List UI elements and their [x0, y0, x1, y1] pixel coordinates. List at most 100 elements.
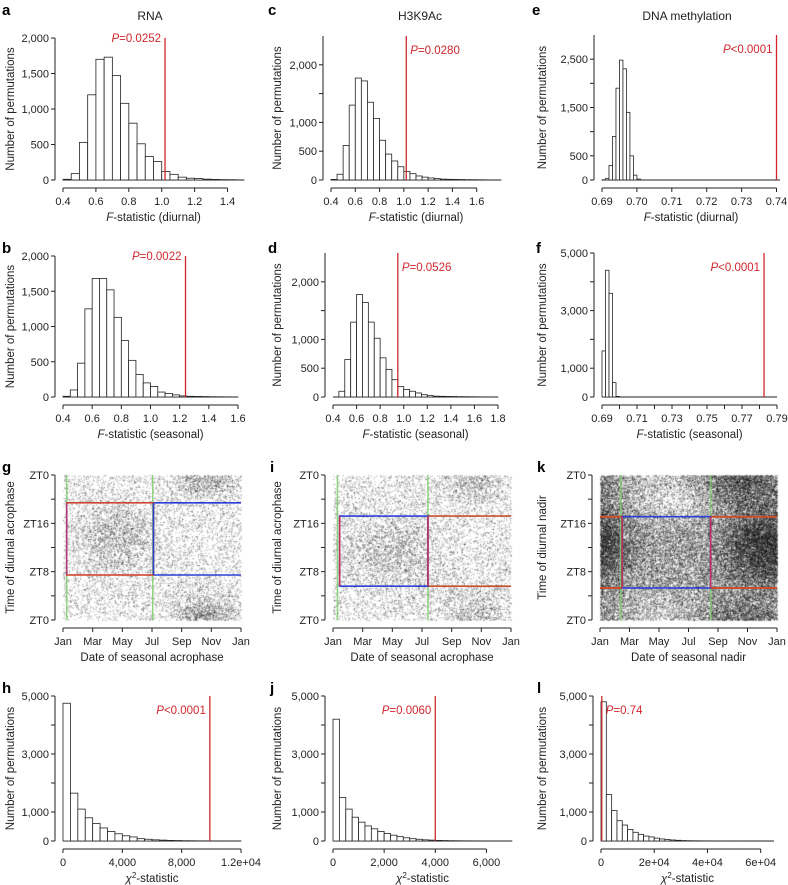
- histogram-bar: [351, 816, 359, 842]
- histogram-bar: [397, 386, 405, 398]
- y-tick-label: 500: [301, 363, 319, 375]
- histogram-bar: [379, 357, 387, 398]
- histogram-bar: [622, 68, 627, 181]
- panel-i: i ZT0 ZT8 ZT16 ZT0 Jan Mar May Jul Sep Nov Jan Date …: [270, 459, 520, 664]
- y-axis-label: Time of diurnal acrophase: [5, 481, 17, 614]
- y-tick-label: 500: [31, 140, 49, 152]
- x-tick-label: Jul: [415, 636, 429, 648]
- histogram-bar: [103, 56, 113, 181]
- histogram-bar: [390, 834, 398, 842]
- x-axis-label: Date of seasonal acrophase: [80, 652, 223, 664]
- histogram-bar: [415, 392, 422, 398]
- histogram-bar: [626, 111, 631, 181]
- histogram-bar: [144, 156, 154, 181]
- panel-letter: l: [537, 680, 541, 697]
- y-tick-label: 500: [31, 357, 49, 369]
- column-title: H3K9Ac: [398, 9, 442, 23]
- x-tick-label: 1.4: [443, 413, 458, 425]
- x-tick-label: 6,000: [473, 857, 501, 869]
- histogram-bar: [601, 350, 606, 398]
- x-label-symbol: χ: [660, 873, 668, 885]
- p-value: =0.0280: [418, 45, 460, 57]
- histogram-bar: [84, 308, 93, 398]
- x-tick-label: 0.77: [731, 413, 752, 425]
- panel-letter: g: [2, 459, 11, 476]
- column-title: DNA methylation: [642, 9, 731, 23]
- p-value: =0.74: [613, 705, 643, 717]
- x-tick-label: 4e+04: [692, 857, 723, 869]
- histogram-bar: [439, 178, 447, 181]
- x-label-text: -statistic (diurnal): [376, 212, 464, 224]
- p-symbol: P: [382, 705, 390, 717]
- panel-c: c H3K9Ac P=0.0280 0 500 1,000 2,000 0.4 0.6 0.8 1.…: [268, 2, 502, 224]
- panel-letter: c: [268, 2, 276, 19]
- x-tick-label: 0.4: [55, 196, 70, 208]
- histogram-bar: [99, 827, 108, 842]
- panel-letter: d: [268, 240, 277, 257]
- y-axis-label: Number of permutations: [5, 47, 17, 171]
- x-label-text: -statistic (diurnal): [651, 212, 739, 224]
- histogram-bar: [385, 153, 393, 181]
- histogram-bar: [432, 395, 440, 398]
- histogram-bar: [621, 824, 629, 842]
- histogram-bar: [193, 396, 202, 398]
- y-tick-label: ZT8: [566, 567, 586, 579]
- y-tick-label: 2,000: [289, 60, 317, 72]
- x-tick-label: 0: [60, 857, 66, 869]
- panel-letter: h: [2, 680, 11, 697]
- histogram-bar: [350, 321, 357, 398]
- panel-b: b P=0.0022 0 500 1,000 1,500 2,000 0.4 0.6 0.8 1.0…: [2, 240, 246, 441]
- y-tick-label: 1,000: [21, 322, 49, 334]
- y-tick-label: 3,000: [559, 749, 587, 761]
- histogram-bar: [659, 838, 666, 842]
- x-tick-label: 0.69: [591, 196, 612, 208]
- y-tick-label: 2,000: [21, 251, 49, 263]
- x-tick-label: Sep: [442, 636, 462, 648]
- x-tick-label: May: [112, 636, 133, 648]
- p-value-label: P=0.0252: [111, 33, 161, 45]
- p-symbol: P: [111, 33, 119, 45]
- histogram-bar: [445, 178, 453, 181]
- x-tick-label: 1.0: [396, 196, 411, 208]
- quadrant-box: [65, 501, 155, 576]
- x-tick-label: Sep: [172, 636, 192, 648]
- y-tick-label: 0: [43, 836, 49, 848]
- histogram-bar: [151, 839, 160, 842]
- y-axis-label: Number of permutations: [272, 46, 284, 170]
- histogram-bar: [169, 173, 179, 181]
- x-axis-label: F-statistic (seasonal): [362, 429, 468, 441]
- histogram-bar: [210, 179, 220, 181]
- quadrant-box: [338, 515, 429, 587]
- x-tick-label: 0.71: [626, 413, 647, 425]
- histogram-bar: [142, 382, 151, 398]
- histogram-bar: [99, 278, 108, 398]
- histogram-bar: [373, 337, 381, 398]
- x-tick-label: 0.4: [323, 196, 338, 208]
- x-tick-label: Jan: [324, 636, 342, 648]
- histogram-bar: [354, 77, 362, 181]
- p-symbol: P: [132, 251, 140, 263]
- histogram-bar: [409, 390, 416, 398]
- histogram-bar: [356, 294, 363, 398]
- x-label-superscript: 2: [667, 871, 672, 880]
- histogram-bar: [643, 835, 650, 842]
- p-value-label: P<0.0001: [710, 262, 760, 274]
- histogram-bar: [150, 386, 159, 398]
- p-value-label: P=0.74: [606, 705, 643, 717]
- p-symbol: P: [723, 44, 731, 56]
- histogram-bar: [396, 836, 404, 842]
- histogram-bar: [427, 177, 435, 181]
- x-tick-label: 0.72: [696, 196, 717, 208]
- x-tick-label: 4,000: [422, 857, 450, 869]
- x-tick-label: 0.8: [372, 196, 387, 208]
- x-label-text: -statistic: [672, 873, 714, 885]
- y-tick-label: 3,000: [291, 749, 319, 761]
- panel-l: l P=0.74 0 1,000 3,000 5,000 0 2e+04 4e+04 6e+04 χ…: [537, 680, 776, 885]
- x-tick-label: 1.6: [467, 413, 482, 425]
- x-tick-label: 8,000: [168, 857, 196, 869]
- histogram-bar: [421, 176, 429, 181]
- y-tick-label: 5,000: [21, 691, 49, 703]
- x-tick-label: 1.2e+04: [221, 857, 261, 869]
- histogram-bar: [629, 155, 634, 181]
- y-tick-label: 1,000: [559, 807, 587, 819]
